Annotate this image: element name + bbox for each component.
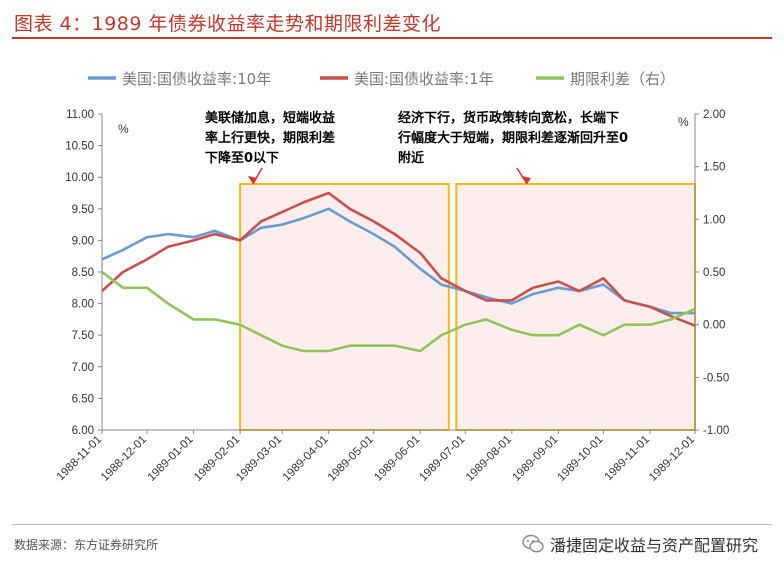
left-tick-label: 9.50 [72,204,94,216]
chart-canvas: 11.00 10.50 10.00 9.50 9.00 8.50 8.00 7.50 7.00 6… [55,70,730,484]
left-tick-label: 11.00 [66,109,94,121]
left-tick-label: 8.50 [72,267,94,279]
right-tick-label: -1.00 [703,425,729,437]
x-tick-label: 1989-03-01 [234,434,284,484]
annotation-2-line-3: 附近 [398,150,424,166]
brand-signature: 潘捷固定收益与资产配置研究 [522,532,758,556]
x-tick-label: 1989-10-01 [555,434,605,484]
left-tick-label: 6.50 [72,393,94,405]
x-tick-label: 1989-12-01 [647,434,697,484]
left-unit-label: % [118,122,129,136]
right-tick-label: 1.00 [703,214,725,226]
left-tick-label: 10.00 [65,172,94,184]
highlight-region-2 [455,183,696,431]
x-tick-label: 1989-11-01 [603,434,652,483]
legend-label-1: 美国:国债收益率:10年 [122,70,271,88]
x-tick-label: 1989-06-01 [372,434,422,484]
left-tick-label: 6.00 [72,425,94,437]
annotation-1-line-1: 美联储加息，短端收益 [205,110,335,126]
annotation-2-line-2: 行幅度大于短端，期限利差逐渐回升至0 [397,130,628,146]
annotation-arrowhead-2 [522,176,531,184]
data-source: 数据来源：东方证券研究所 [14,538,159,552]
footer-divider [12,524,772,525]
legend-label-2: 美国:国债收益率:1年 [354,70,494,88]
x-tick-label: 1989-09-01 [510,434,560,484]
legend-label-3: 期限利差（右） [570,70,675,88]
right-tick-label: 2.00 [703,109,725,121]
left-tick-label: 7.00 [72,362,94,374]
left-tick-label: 9.00 [72,235,94,247]
x-tick-label: 1988-12-01 [99,434,149,484]
wechat-icon [522,534,544,553]
x-tick-label: 1989-01-01 [146,434,196,484]
right-tick-label: 1.50 [703,162,725,174]
brand-name: 潘捷固定收益与资产配置研究 [549,536,758,555]
right-tick-label: 0.50 [703,267,725,279]
chart-title: 图表 4：1989 年债券收益率走势和期限利差变化 [14,13,442,35]
left-tick-label: 7.50 [72,330,94,342]
right-tick-label: -0.50 [703,372,729,384]
title-underline [12,37,772,39]
highlight-region-1 [239,183,450,431]
x-tick-label: 1989-04-01 [281,434,331,484]
x-tick-label: 1988-11-01 [55,434,104,483]
series-line-1 [101,207,695,315]
right-unit-label: % [678,115,689,129]
x-tick-label: 1989-07-01 [417,434,467,484]
left-tick-label: 8.00 [72,299,94,311]
series-line-2 [101,191,696,327]
series-line-3 [101,270,696,353]
x-tick-label: 1989-05-01 [326,434,376,484]
left-tick-label: 10.50 [65,141,94,153]
annotation-2-line-1: 经济下行，货币政策转向宽松，长端下 [398,110,619,126]
x-tick-label: 1989-08-01 [464,434,514,484]
annotation-arrowhead-1 [248,176,257,184]
annotation-1-line-3: 下降至0以下 [205,150,279,166]
right-tick-label: 0.00 [703,320,725,332]
annotation-1-line-2: 率上行更快，期限利差 [205,130,335,146]
